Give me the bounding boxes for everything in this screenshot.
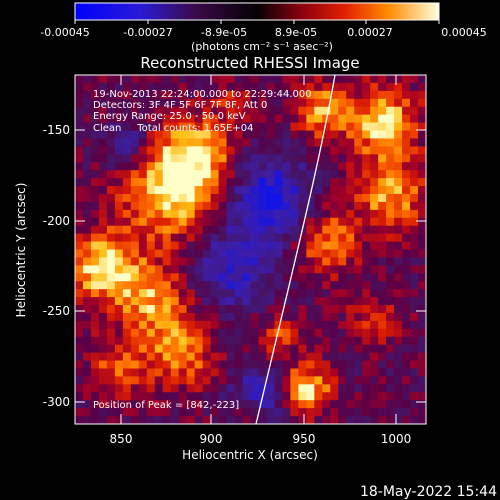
footer-timestamp: 18-May-2022 15:44 <box>360 484 497 500</box>
info-line-energy-range: Energy Range: 25.0 - 50.0 keV <box>93 111 246 122</box>
colorbar-tick-label: -0.00045 <box>40 26 89 39</box>
solar-limb-curve <box>255 75 336 424</box>
y-tick-label: -200 <box>43 214 70 228</box>
x-tick-label: 850 <box>110 432 133 446</box>
y-tick-label: -150 <box>43 123 70 137</box>
colorbar-tick-label: -8.9e-05 <box>201 26 247 39</box>
info-line-total-counts: Clean Total counts: 1.65E+04 <box>93 123 253 134</box>
colorbar-tick-label: -0.00027 <box>123 26 172 39</box>
x-tick-label: 1000 <box>381 432 412 446</box>
colorbar-ticks <box>74 20 440 24</box>
y-axis-label: Heliocentric Y (arcsec) <box>14 183 28 318</box>
image-pixels <box>75 75 426 424</box>
info-line-detectors: Detectors: 3F 4F 5F 6F 7F 8F, Att 0 <box>93 100 267 111</box>
y-axis-ticks <box>75 129 426 403</box>
plot-title: Reconstructed RHESSI Image <box>140 54 359 72</box>
info-line-time-range: 19-Nov-2013 22:24:00.000 to 22:29:44.000 <box>93 89 312 100</box>
x-tick-label: 900 <box>200 432 223 446</box>
colorbar-unit-label: (photons cm⁻² s⁻¹ asec⁻²) <box>191 40 333 53</box>
colorbar-tick-label: 0.00045 <box>441 26 487 39</box>
x-tick-label: 950 <box>293 432 316 446</box>
x-axis-ticks <box>120 75 397 424</box>
colorbar-tick-label: 8.9e-05 <box>275 26 317 39</box>
plot-frame <box>74 74 427 425</box>
x-axis-label: Heliocentric X (arcsec) <box>182 448 318 462</box>
peak-position-label: Position of Peak = [842,-223] <box>93 400 239 411</box>
colorbar-tick-label: 0.00027 <box>347 26 393 39</box>
y-tick-label: -250 <box>43 304 70 318</box>
colorbar <box>74 2 440 21</box>
y-tick-label: -300 <box>43 395 70 409</box>
